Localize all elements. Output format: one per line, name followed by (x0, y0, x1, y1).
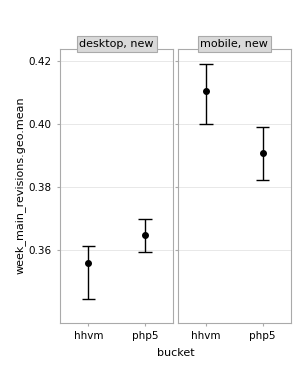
Y-axis label: week_main_revisions.geo.mean: week_main_revisions.geo.mean (15, 97, 26, 274)
Text: mobile, new: mobile, new (200, 39, 268, 49)
Text: desktop, new: desktop, new (80, 39, 154, 49)
Text: bucket: bucket (157, 348, 194, 358)
